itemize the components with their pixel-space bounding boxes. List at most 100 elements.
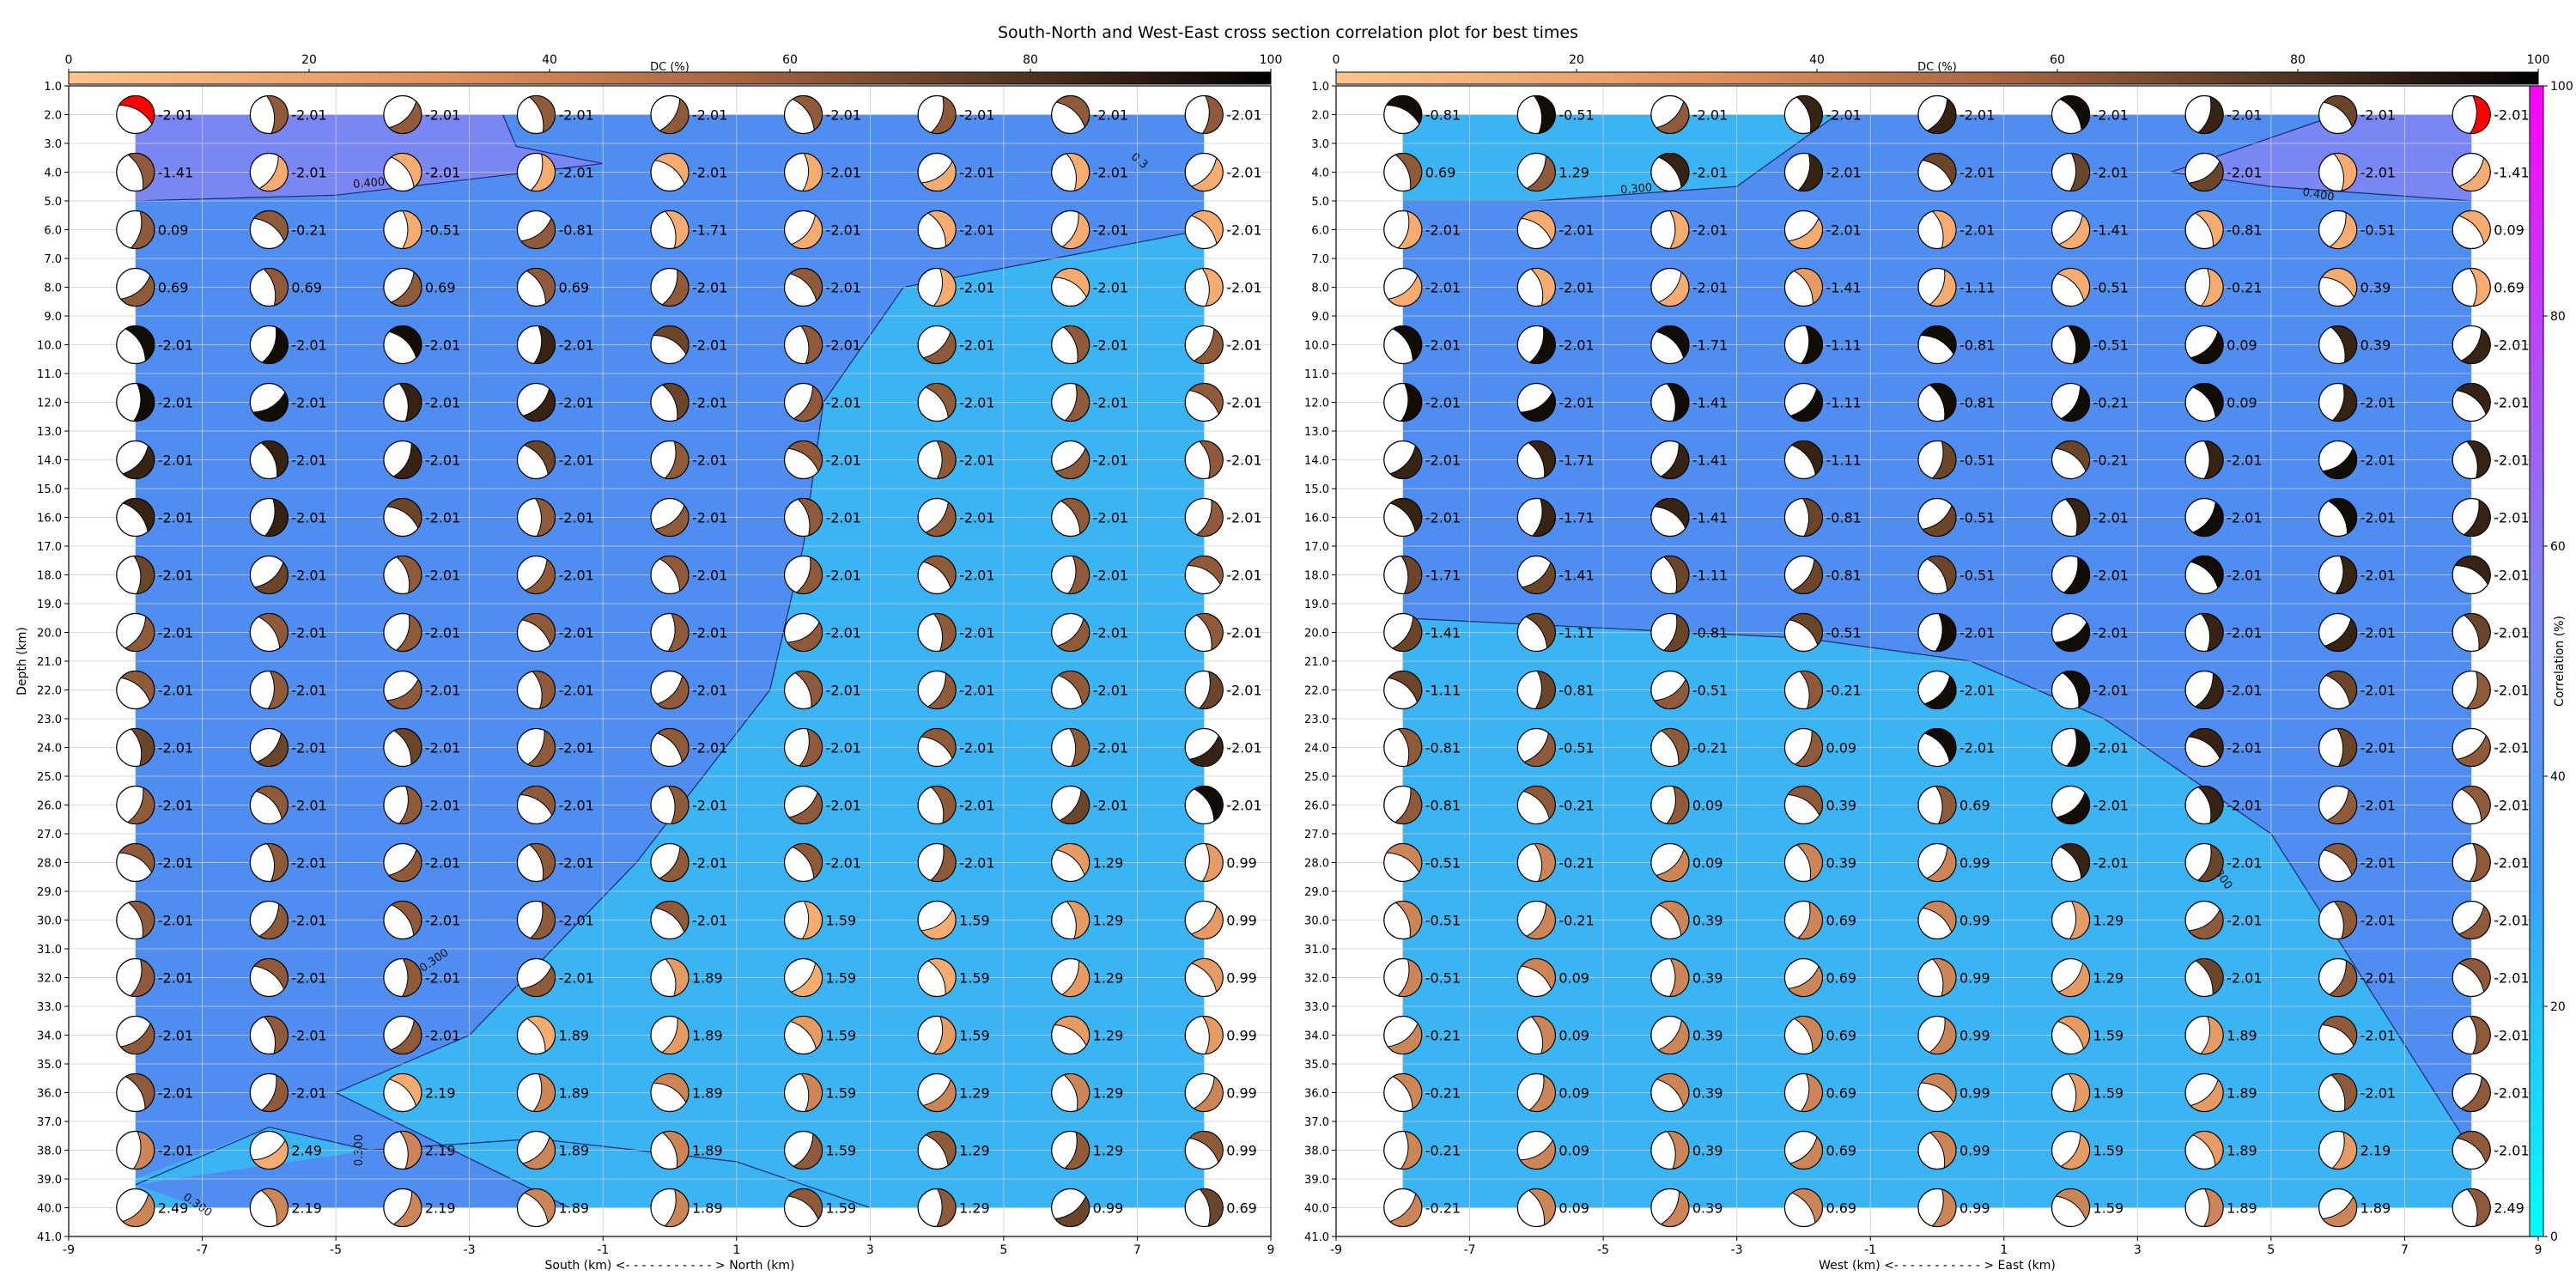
beachball: -0.51 [2318,210,2396,250]
beachball: -2.01 [1051,555,1128,595]
beachball-quadrant [256,732,289,767]
beachball: -2.01 [2318,670,2396,710]
beachball: -2.01 [516,497,594,538]
beachball-label: 1.59 [826,1028,857,1044]
beachball: -0.51 [1917,555,1995,595]
beachball-label: 0.09 [1558,1028,1589,1044]
y-tick-label: 23.0 [37,714,62,726]
beachball: 0.69 [1783,957,1856,998]
beachball: 2.19 [383,1188,456,1228]
correlation-region-low [1402,114,1838,201]
beachball-quadrant [127,153,155,191]
beachball-quadrant [132,383,155,422]
beachball: -2.01 [1917,727,1995,768]
beachball-label: -2.01 [2360,970,2396,987]
beachball-label: 0.69 [291,280,322,296]
beachball: 0.99 [1917,1072,1990,1113]
beachball: -2.01 [1917,94,1995,135]
beachball: -2.01 [1051,267,1128,307]
beachball-label: -2.01 [2494,1085,2529,1102]
beachball: -2.01 [383,842,460,883]
beachball-label: 1.59 [826,1085,857,1102]
beachball-label: -2.01 [1692,107,1728,124]
beachball: -2.01 [1383,440,1461,480]
dc-colorbar-tick-label: 20 [1569,53,1584,67]
beachball-label: 0.99 [1226,1028,1257,1044]
beachball: -2.01 [516,612,594,653]
beachball: -2.01 [249,842,327,883]
beachball: -1.11 [1650,555,1728,595]
beachball: 0.69 [249,267,322,307]
beachball-label: -2.01 [1959,165,1995,181]
beachball-quadrant [659,556,690,592]
beachball-label: -0.51 [1425,970,1461,987]
beachball-quadrant [2197,95,2224,134]
beachball-label: -0.21 [1692,740,1728,756]
beachball-quadrant [1926,97,1957,134]
beachball-label: 0.99 [1959,1028,1990,1044]
beachball: -2.01 [2451,727,2530,768]
beachball: -2.01 [1650,152,1728,192]
beachball: -2.01 [1184,267,1262,307]
beachball-label: 1.29 [1093,1028,1124,1044]
beachball: -2.01 [650,900,727,940]
beachball-quadrant [1653,678,1690,709]
y-tick-label: 40.0 [1304,1203,1329,1216]
beachball-label: -0.51 [1558,107,1594,124]
beachball-label: -2.01 [1226,798,1261,814]
beachball-quadrant [2057,268,2091,302]
beachball-label: -2.01 [2494,855,2529,872]
beachball-quadrant [130,728,155,767]
y-axis-label: Depth (km) [15,627,29,696]
beachball-quadrant [1789,613,1823,647]
beachball-quadrant [1923,675,1957,709]
beachball-quadrant [122,498,155,533]
beachball-quadrant [1195,499,1224,537]
beachball: -2.01 [1051,612,1128,653]
beachball: -2.01 [917,382,995,422]
beachball-quadrant [656,728,690,763]
beachball-quadrant [1660,442,1690,479]
beachball-label: -2.01 [291,683,326,699]
beachball: -2.01 [2451,670,2530,710]
beachball: 0.99 [1917,1130,1990,1170]
beachball-label: -2.01 [1226,625,1261,641]
beachball: -2.01 [2451,1130,2530,1170]
beachball: -2.01 [516,555,594,595]
beachball-quadrant [1400,1131,1423,1170]
beachball: -2.01 [2318,94,2396,135]
beachball-quadrant [1663,556,1690,594]
y-tick-label: 40.0 [37,1203,62,1216]
beachball-label: -2.01 [425,913,460,929]
beachball: 1.59 [2050,1130,2123,1170]
beachball-quadrant [789,1016,823,1050]
beachball-label: -0.21 [1558,798,1594,814]
beachball-label: -1.11 [1959,280,1995,296]
beachball-quadrant [1666,786,1690,824]
beachball-label: -2.01 [826,453,861,469]
y-tick-label: 7.0 [44,253,62,266]
y-tick-label: 11.0 [1304,368,1329,381]
beachball-quadrant [2456,1131,2491,1163]
beachball-quadrant [2323,843,2358,877]
beachball-label: -2.01 [2227,855,2262,872]
beachball-quadrant [519,786,556,817]
correlation-colorbar-tick-label: 20 [2550,1000,2566,1014]
beachball-label: -2.01 [2227,970,2262,987]
beachball-label: -1.41 [1425,625,1461,641]
beachball: -2.01 [1184,497,1262,538]
beachball-quadrant [255,786,289,820]
beachball-label: -2.01 [1558,280,1594,296]
beachball-quadrant [654,901,690,933]
beachball-quadrant [1920,325,1957,355]
beachball-label: -2.01 [959,625,994,641]
beachball: 0.39 [1650,1015,1723,1055]
beachball-label: -2.01 [558,625,593,641]
beachball-quadrant [1657,271,1690,307]
beachball-quadrant [1923,728,1957,763]
beachball-label: -2.01 [291,510,326,526]
beachball-quadrant [1055,95,1091,128]
beachball-label: 1.29 [1558,165,1589,181]
beachball: 0.99 [1184,1072,1257,1113]
beachball: -2.01 [1383,497,1461,538]
